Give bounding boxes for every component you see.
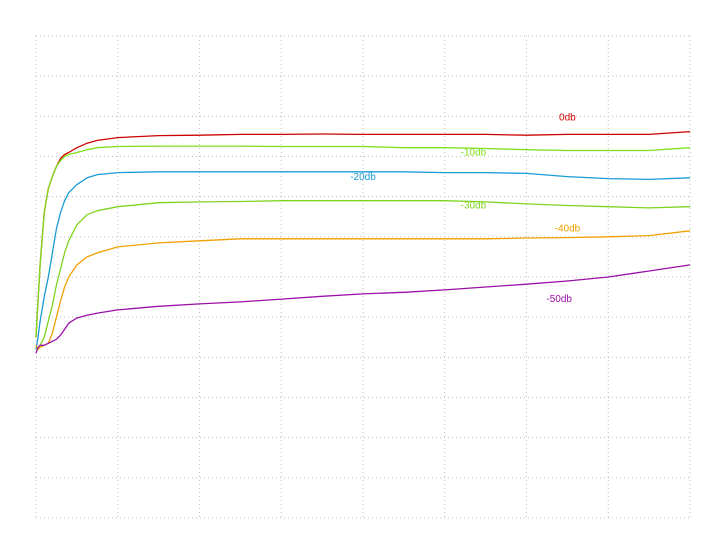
series-label--20db: -20db <box>350 172 376 183</box>
series-line--30db <box>36 200 691 350</box>
series-labels: 0db -10db -20db -30db -40db -50db <box>350 112 580 305</box>
series-line--50db <box>35 264 691 354</box>
grid <box>35 35 691 519</box>
series-label--40db: -40db <box>555 224 581 235</box>
series-label-0db: 0db <box>559 112 576 123</box>
series-label--10db: -10db <box>461 148 487 159</box>
series-lines <box>35 130 691 354</box>
series-label--30db: -30db <box>461 201 487 212</box>
series-label--50db: -50db <box>546 294 572 305</box>
series-line--40db <box>35 230 691 350</box>
series-line--20db <box>35 171 691 350</box>
series-line--10db <box>35 145 691 338</box>
series-line-0db <box>35 130 691 338</box>
